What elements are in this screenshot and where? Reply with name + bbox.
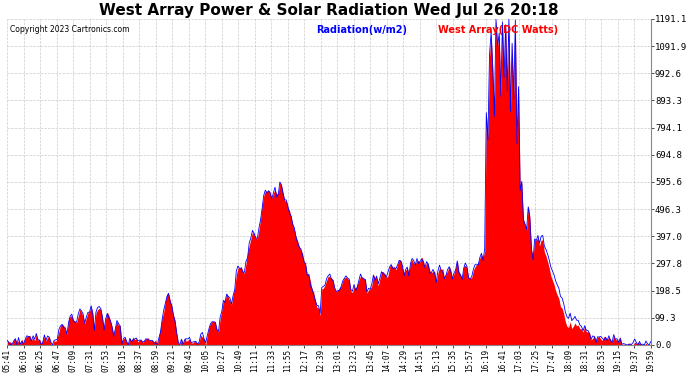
Text: Radiation(w/m2): Radiation(w/m2) xyxy=(316,26,407,36)
Text: West Array(DC Watts): West Array(DC Watts) xyxy=(438,26,559,36)
Text: Copyright 2023 Cartronics.com: Copyright 2023 Cartronics.com xyxy=(10,26,130,34)
Title: West Array Power & Solar Radiation Wed Jul 26 20:18: West Array Power & Solar Radiation Wed J… xyxy=(99,3,559,18)
